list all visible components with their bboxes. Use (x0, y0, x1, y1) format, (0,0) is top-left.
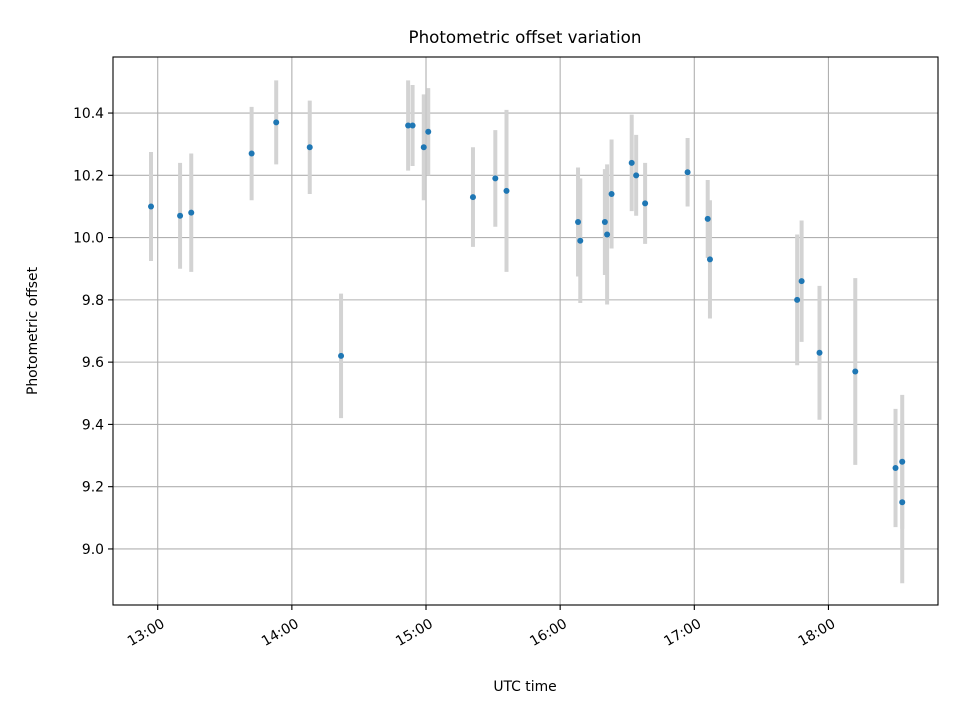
data-point (425, 128, 432, 135)
y-tick-label: 9.8 (82, 293, 104, 309)
plot-frame (112, 56, 939, 606)
x-axis-ticks: 13:00 14:00 15:00 16:00 17:00 18:00 (125, 605, 838, 650)
chart-title: Photometric offset variation (409, 27, 642, 47)
grid-lines (113, 57, 938, 605)
data-point (899, 458, 906, 465)
data-point (628, 159, 635, 166)
y-tick-label: 10.0 (73, 231, 104, 247)
x-tick-label: 18:00 (796, 616, 839, 650)
data-point (248, 150, 255, 157)
x-tick-label: 17:00 (661, 616, 704, 650)
data-points (148, 119, 906, 506)
y-tick-label: 9.4 (82, 417, 104, 433)
y-axis-label: Photometric offset (25, 266, 41, 395)
data-point (577, 237, 584, 244)
data-point (409, 122, 416, 129)
data-point (633, 172, 640, 179)
data-point (601, 219, 608, 226)
data-point (177, 212, 184, 219)
data-point (405, 122, 412, 129)
data-point (816, 349, 823, 356)
y-tick-label: 9.0 (82, 542, 104, 558)
data-point (704, 215, 711, 222)
data-point (706, 256, 713, 263)
data-point (899, 499, 906, 506)
data-point (420, 144, 427, 151)
data-point (684, 169, 691, 176)
y-tick-label: 9.2 (82, 480, 104, 496)
data-point (306, 144, 313, 151)
data-point (492, 175, 499, 182)
data-point (604, 231, 611, 238)
data-point (148, 203, 155, 210)
y-axis-ticks: 9.0 9.2 9.4 9.6 9.8 10.0 10.2 10.4 (73, 106, 113, 558)
data-point (892, 465, 899, 471)
error-bars (149, 80, 905, 584)
data-point (575, 219, 582, 226)
data-point (794, 296, 801, 303)
data-point (503, 187, 510, 194)
data-point (188, 209, 195, 216)
x-tick-label: 13:00 (125, 616, 168, 650)
data-point (338, 352, 345, 359)
y-tick-label: 10.2 (73, 168, 104, 184)
x-axis-label: UTC time (493, 679, 556, 695)
data-point (798, 278, 805, 285)
x-tick-label: 14:00 (259, 616, 302, 650)
y-tick-label: 10.4 (73, 106, 104, 122)
x-tick-label: 16:00 (527, 616, 570, 650)
x-tick-label: 15:00 (393, 616, 436, 650)
data-point (642, 200, 649, 207)
data-point (852, 368, 859, 375)
data-point (273, 119, 280, 126)
y-tick-label: 9.6 (82, 355, 104, 371)
data-point (469, 194, 476, 201)
data-point (608, 191, 615, 197)
